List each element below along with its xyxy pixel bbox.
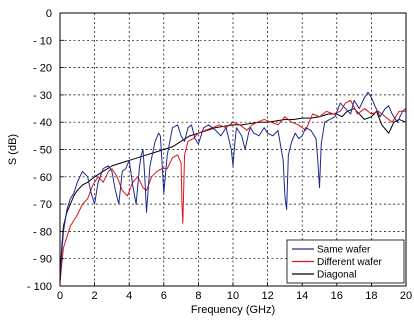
x-tick-label: 0 (57, 290, 63, 302)
x-tick-labels: 0 2 4 6 8 10 12 14 16 18 20 (57, 282, 412, 302)
y-tick-labels: 0 - 10 - 20 - 30 - 40 - 50 - 60 - 70 - 80 - 90 - 1… (27, 8, 64, 293)
series-group (59, 91, 407, 284)
y-axis-title: S (dB) (7, 134, 19, 165)
y-tick-label: - 50 (33, 145, 52, 157)
x-tick-label: 14 (296, 290, 308, 302)
y-tick-label: - 80 (33, 226, 52, 238)
y-tick-label: - 20 (33, 63, 52, 75)
legend-label: Different wafer (317, 257, 383, 268)
y-tick-label: - 30 (33, 90, 52, 102)
y-tick-label: - 100 (27, 281, 52, 293)
x-tick-label: 16 (331, 290, 343, 302)
series-line-different-wafer (59, 99, 406, 284)
y-tick-label: - 60 (33, 172, 52, 184)
x-tick-label: 8 (195, 290, 201, 302)
x-tick-label: 6 (161, 290, 167, 302)
x-tick-label: 18 (365, 290, 377, 302)
x-tick-label: 10 (227, 290, 239, 302)
x-tick-label: 20 (400, 290, 412, 302)
y-tick-label: - 70 (33, 199, 52, 211)
y-tick-label: - 40 (33, 117, 52, 129)
x-tick-label: 4 (126, 290, 132, 302)
grid (60, 13, 406, 286)
legend-label: Diagonal (317, 270, 356, 281)
series-line-same-wafer (59, 91, 407, 281)
legend-label: Same wafer (317, 245, 371, 256)
x-tick-label: 2 (92, 290, 98, 302)
y-tick-label: - 10 (33, 35, 52, 47)
y-tick-label: - 90 (33, 254, 52, 266)
y-tick-label: 0 (46, 8, 52, 20)
x-tick-label: 12 (261, 290, 273, 302)
x-axis-title: Frequency (GHz) (191, 304, 275, 316)
